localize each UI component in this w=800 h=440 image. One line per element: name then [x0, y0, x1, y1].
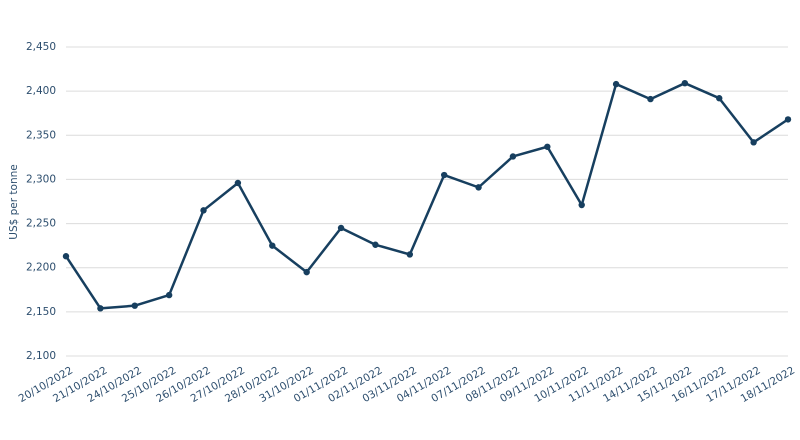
point: [784, 116, 792, 123]
point: [62, 253, 70, 260]
point: [131, 302, 138, 309]
point: [234, 179, 242, 187]
y-tick-label: 2,400: [26, 85, 56, 97]
point: [440, 171, 448, 179]
point: [544, 143, 551, 150]
point: [165, 291, 173, 299]
point: [475, 184, 482, 191]
point: [372, 241, 379, 248]
point: [97, 305, 104, 312]
point: [406, 251, 414, 258]
y-tick-label: 2,100: [26, 350, 56, 362]
point: [750, 139, 757, 146]
point: [337, 224, 345, 232]
point: [200, 207, 207, 214]
point: [303, 268, 310, 276]
point: [716, 95, 723, 102]
y-tick-label: 2,200: [26, 262, 56, 274]
y-tick-label: 2,450: [26, 41, 56, 53]
y-tick-label: 2,250: [26, 218, 56, 230]
y-tick-label: 2,150: [26, 306, 56, 318]
point: [681, 79, 689, 87]
point: [578, 201, 585, 209]
point: [647, 95, 654, 103]
point: [612, 80, 620, 88]
y-axis-label: US$ per tonne: [8, 164, 20, 239]
y-tick-label: 2,350: [26, 129, 56, 141]
point: [509, 153, 517, 160]
line: [64, 81, 789, 310]
point: [269, 242, 276, 249]
y-tick-label: 2,300: [26, 173, 56, 185]
